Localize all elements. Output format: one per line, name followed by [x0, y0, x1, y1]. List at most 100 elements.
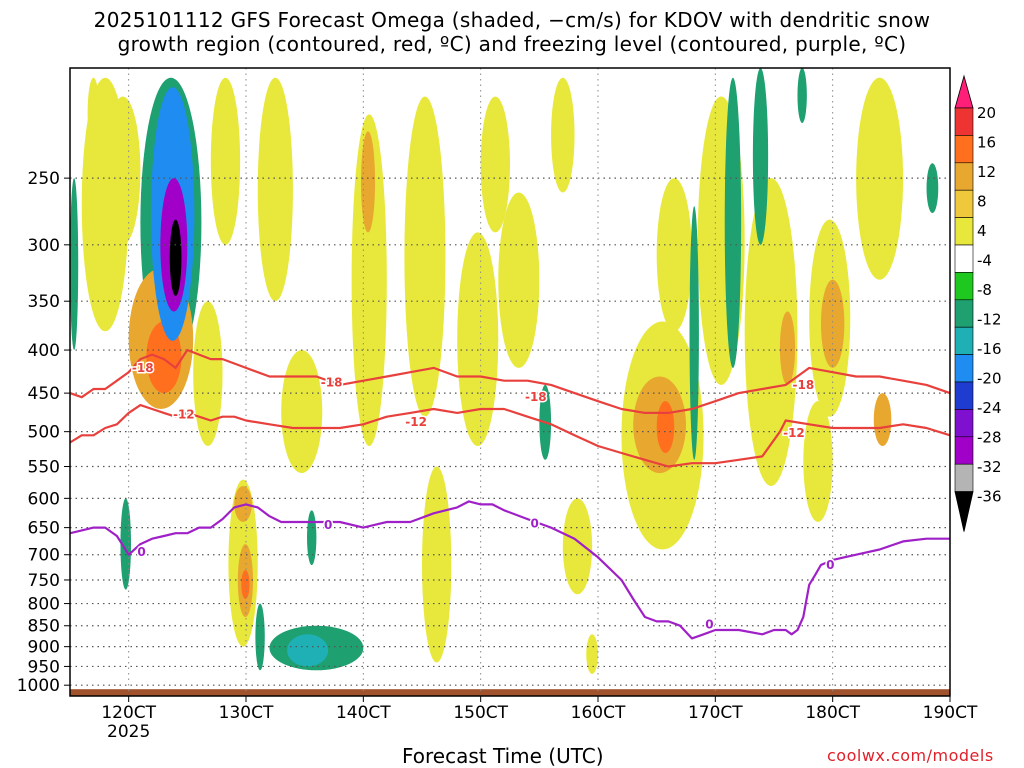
colorbar-top-arrow [954, 74, 974, 109]
colorbar-label-4: 4 [977, 222, 987, 240]
contour-label-0-0: -18 [132, 361, 154, 375]
omega-region-43 [779, 311, 796, 385]
colorbar-label-0: 20 [977, 104, 996, 122]
omega-region-28 [255, 603, 265, 671]
contour-line-1 [70, 404, 950, 468]
omega-region-48 [241, 570, 250, 599]
contour-label-0-2: -18 [525, 390, 547, 404]
omega-region-12 [457, 232, 499, 447]
colorbar-label-1: 16 [977, 134, 996, 152]
ground-strip [70, 689, 950, 696]
chart-title-line1: 2025101112 GFS Forecast Omega (shaded, −… [93, 8, 931, 32]
omega-region-16 [562, 498, 593, 595]
y-tick-label-300: 300 [28, 236, 60, 256]
omega-region-5 [210, 77, 241, 245]
contour-label-2-3: 0 [705, 617, 713, 631]
y-tick-label-650: 650 [28, 519, 60, 539]
omega-region-11 [422, 466, 452, 663]
colorbar-label-11: -28 [977, 429, 1002, 447]
omega-region-31 [689, 206, 699, 460]
y-tick-label-800: 800 [28, 595, 60, 615]
credit-link[interactable]: coolwx.com/models [827, 746, 994, 765]
colorbar-swatch-8 [954, 299, 974, 328]
y-tick-label-450: 450 [28, 384, 60, 404]
y-tick-label-400: 400 [28, 341, 60, 361]
contour-label-0-1: -18 [321, 375, 343, 389]
colorbar-swatch-5 [954, 217, 974, 246]
contour-label-1-1: -12 [405, 415, 427, 429]
contour-label-2-2: 0 [530, 517, 538, 531]
x-axis-label: Forecast Time (UTC) [402, 744, 604, 768]
omega-region-10 [416, 163, 440, 410]
colorbar-swatch-11 [954, 381, 974, 410]
contour-label-0-3: -18 [792, 378, 814, 392]
x-tick-label-140CT: 140CT [336, 703, 391, 723]
colorbar: 20 16 12 8 4 -4 -8 -12 -16 -20 -24 -28 -32 -36 [954, 74, 1002, 532]
chart-title-line2: growth region (contoured, red, ºC) and f… [117, 32, 907, 56]
y-tick-label-550: 550 [28, 458, 60, 478]
colorbar-swatch-2 [954, 135, 974, 164]
y-tick-label-700: 700 [28, 546, 60, 566]
contour-line-0 [70, 348, 950, 414]
y-tick-label-900: 900 [28, 638, 60, 658]
omega-region-14 [498, 192, 540, 368]
omega-region-7 [281, 350, 323, 474]
omega-shading [70, 68, 939, 675]
y-tick-label-600: 600 [28, 489, 60, 509]
contour-label-2-1: 0 [324, 518, 332, 532]
chart-title: 2025101112 GFS Forecast Omega (shaded, −… [0, 8, 1024, 56]
colorbar-swatch-7 [954, 272, 974, 301]
colorbar-swatch-4 [954, 189, 974, 218]
omega-region-45 [873, 393, 892, 447]
grid [70, 68, 950, 696]
omega-region-46 [287, 634, 329, 667]
y-tick-label-250: 250 [28, 169, 60, 189]
omega-region-32 [724, 77, 742, 368]
y-tick-label-500: 500 [28, 423, 60, 443]
omega-region-52 [169, 219, 182, 296]
x-tick-label-130CT: 130CT [219, 703, 274, 723]
contour-label-1-2: -12 [783, 426, 805, 440]
colorbar-swatch-9 [954, 326, 974, 355]
omega-region-13 [480, 96, 511, 233]
x-tick-label-160CT: 160CT [571, 703, 626, 723]
colorbar-label-5: -4 [977, 252, 992, 270]
colorbar-label-13: -36 [977, 488, 1002, 506]
contour-label-2-4: 0 [826, 558, 834, 572]
plot-frame [69, 67, 951, 697]
omega-region-49 [656, 401, 675, 453]
omega-region-37 [120, 498, 132, 590]
colorbar-label-8: -16 [977, 340, 1002, 358]
colorbar-label-12: -32 [977, 458, 1002, 476]
colorbar-label-6: -8 [977, 281, 992, 299]
colorbar-label-2: 12 [977, 163, 996, 181]
colorbar-label-10: -24 [977, 399, 1002, 417]
omega-region-34 [797, 68, 807, 123]
omega-region-21 [744, 178, 798, 486]
contour-label-2-0: 0 [137, 545, 145, 559]
colorbar-label-7: -12 [977, 311, 1002, 329]
ground-strip-rect [70, 689, 950, 696]
colorbar-swatch-13 [954, 436, 974, 465]
omega-region-25 [867, 77, 892, 132]
x-tick-label-170CT: 170CT [688, 703, 743, 723]
y-tick-label-950: 950 [28, 657, 60, 677]
omega-region-15 [551, 77, 575, 193]
omega-region-36 [70, 178, 79, 351]
omega-region-35 [926, 163, 939, 213]
contour-line-2 [70, 500, 950, 640]
colorbar-swatch-6 [954, 244, 974, 273]
omega-region-41 [360, 131, 376, 233]
contours: -18 -18 -18 -18 -12 -12 -12 0 0 0 0 0 [70, 348, 950, 640]
omega-region-29 [307, 510, 317, 566]
x-tick-label-120CT: 120CT [101, 703, 156, 723]
y-tick-label-1000: 1000 [17, 676, 60, 696]
colorbar-swatch-14 [954, 463, 974, 492]
colorbar-label-9: -20 [977, 370, 1002, 388]
colorbar-swatch-12 [954, 409, 974, 438]
omega-region-23 [803, 401, 833, 522]
omega-region-2 [105, 96, 141, 245]
omega-region-8 [351, 114, 387, 447]
omega-region-44 [820, 279, 845, 368]
